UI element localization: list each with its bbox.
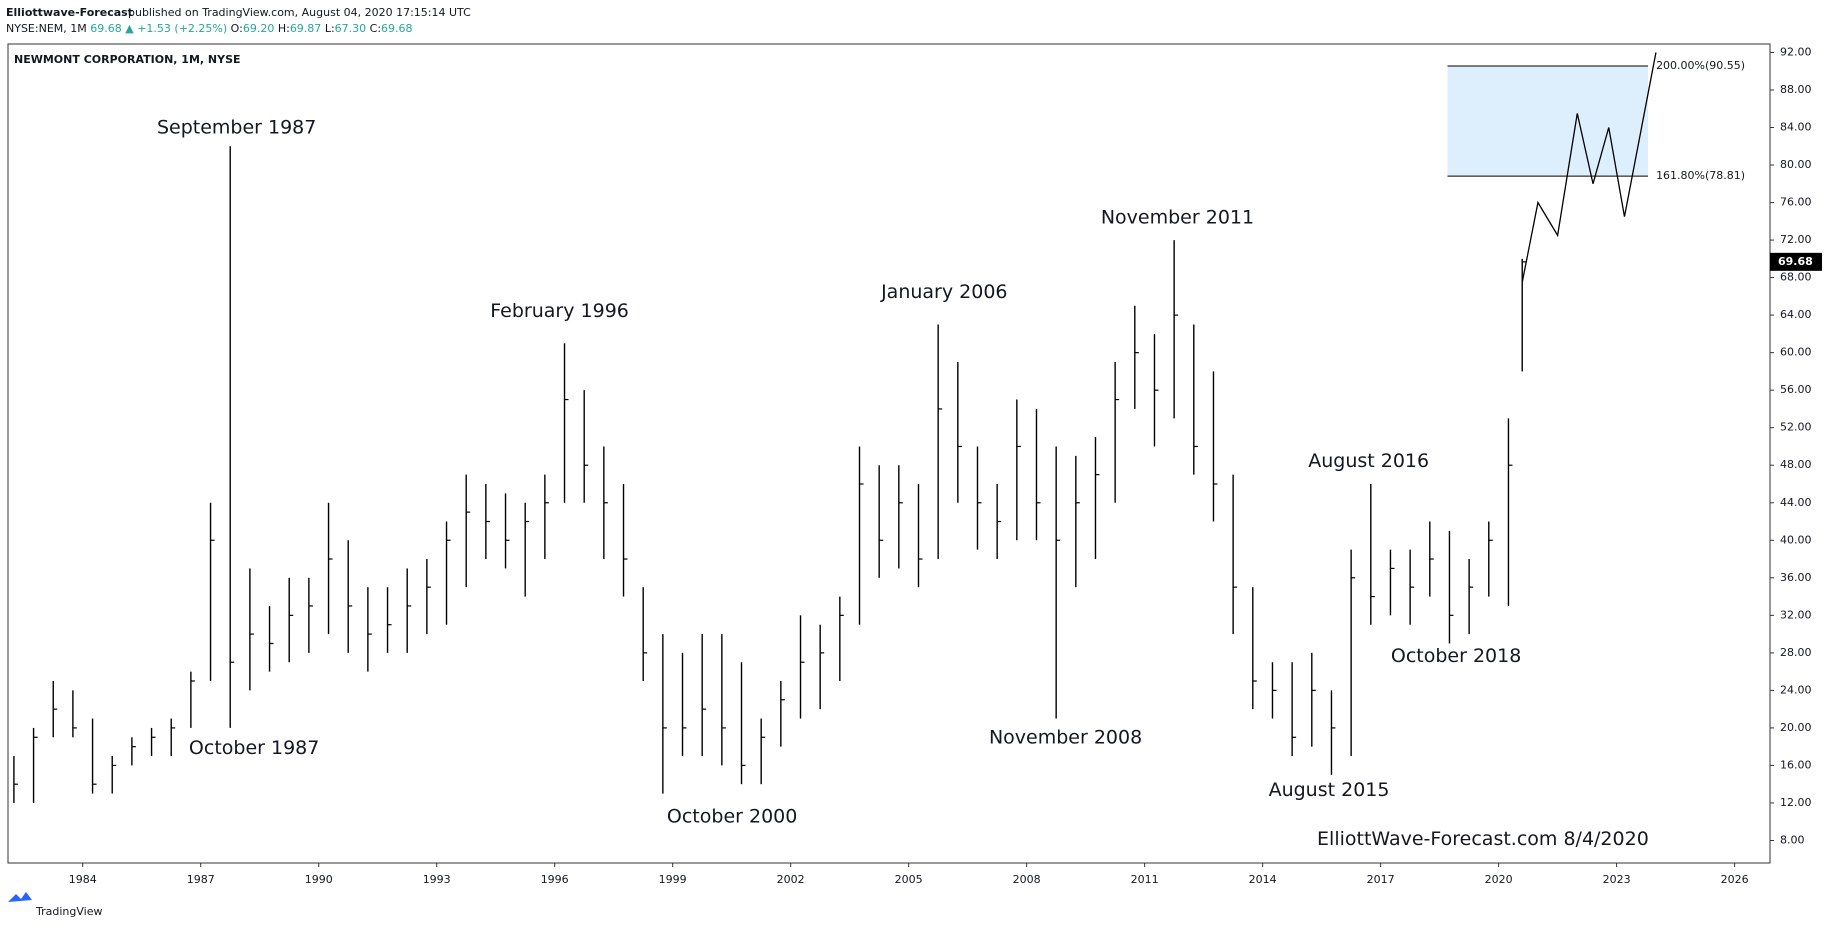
annotation: October 1987 <box>189 737 319 759</box>
y-tick-label: 92.00 <box>1780 45 1812 58</box>
y-tick-label: 64.00 <box>1780 308 1812 321</box>
x-tick-label: 1996 <box>541 873 569 886</box>
x-tick-label: 2017 <box>1367 873 1395 886</box>
y-tick-label: 72.00 <box>1780 233 1812 246</box>
x-tick-label: 1984 <box>69 873 97 886</box>
annotation: November 2011 <box>1101 207 1254 229</box>
y-tick-label: 32.00 <box>1780 608 1812 621</box>
logo <box>8 892 32 902</box>
annotation: September 1987 <box>157 117 316 139</box>
chart-title: NEWMONT CORPORATION, 1M, NYSE <box>14 53 241 66</box>
price: 69.68 <box>90 22 122 35</box>
plot-frame <box>7 43 1771 864</box>
y-tick-label: 48.00 <box>1780 458 1812 471</box>
last-price-label: 69.68 <box>1778 255 1813 268</box>
x-tick-label: 2011 <box>1131 873 1159 886</box>
y-tick-label: 84.00 <box>1780 120 1812 133</box>
x-tick-label: 2026 <box>1721 873 1749 886</box>
ohlc-value: 69.20 <box>243 22 275 35</box>
ohlc-value: 67.30 <box>335 22 367 35</box>
annotation: August 2016 <box>1308 450 1429 472</box>
x-tick-label: 2014 <box>1249 873 1277 886</box>
change: ▲ +1.53 (+2.25%) <box>125 22 227 35</box>
ohlc-label: L: <box>325 22 335 35</box>
annotation: January 2006 <box>880 281 1007 303</box>
x-tick-label: 1993 <box>423 873 451 886</box>
ohlc-label: O: <box>231 22 243 35</box>
y-tick-label: 44.00 <box>1780 496 1812 509</box>
projection-line <box>1521 52 1657 283</box>
ohlc-value: 69.68 <box>381 22 413 35</box>
x-tick-label: 2020 <box>1485 873 1513 886</box>
target-zone <box>1447 66 1649 177</box>
annotation: October 2000 <box>667 806 797 828</box>
fib-label: 200.00%(90.55) <box>1656 59 1745 72</box>
symbol-info: NYSE:NEM, 1M 69.68 ▲ +1.53 (+2.25%) O:69… <box>6 22 413 35</box>
annotation: February 1996 <box>490 300 629 322</box>
last-price-box <box>1770 252 1822 271</box>
y-tick-label: 60.00 <box>1780 346 1812 359</box>
y-tick-label: 24.00 <box>1780 683 1812 696</box>
y-tick-label: 52.00 <box>1780 421 1812 434</box>
annotation: November 2008 <box>989 726 1142 748</box>
x-tick-label: 2002 <box>777 873 805 886</box>
symbol: NYSE:NEM, 1M <box>6 22 87 35</box>
x-tick-label: 1987 <box>187 873 215 886</box>
y-tick-label: 40.00 <box>1780 533 1812 546</box>
brand: TradingView <box>35 905 102 918</box>
x-tick-label: 2008 <box>1013 873 1041 886</box>
symbol-line: NYSE:NEM, 1M 69.68 ▲ +1.53 (+2.25%) O:69… <box>6 22 413 35</box>
y-tick-label: 56.00 <box>1780 383 1812 396</box>
y-tick-label: 12.00 <box>1780 796 1812 809</box>
y-tick-label: 28.00 <box>1780 646 1812 659</box>
y-tick-label: 88.00 <box>1780 83 1812 96</box>
author: Elliottwave-Forecast <box>6 6 133 19</box>
y-tick-label: 20.00 <box>1780 721 1812 734</box>
annotation: October 2018 <box>1391 645 1521 667</box>
y-tick-label: 80.00 <box>1780 158 1812 171</box>
x-tick-label: 1990 <box>305 873 333 886</box>
ohlc-value: 69.87 <box>290 22 322 35</box>
y-tick-label: 68.00 <box>1780 271 1812 284</box>
watermark: ElliottWave-Forecast.com 8/4/2020 <box>1317 828 1649 850</box>
x-tick-label: 2023 <box>1603 873 1631 886</box>
published: published on TradingView.com, August 04,… <box>128 6 471 19</box>
x-tick-label: 2005 <box>895 873 923 886</box>
y-tick-label: 16.00 <box>1780 758 1812 771</box>
x-tick-label: 1999 <box>659 873 687 886</box>
ohlc-label: C: <box>370 22 381 35</box>
annotation: August 2015 <box>1269 779 1390 801</box>
y-tick-label: 36.00 <box>1780 571 1812 584</box>
ohlc-label: H: <box>278 22 290 35</box>
y-tick-label: 76.00 <box>1780 196 1812 209</box>
fib-label: 161.80%(78.81) <box>1656 169 1745 182</box>
y-tick-label: 8.00 <box>1780 833 1805 846</box>
